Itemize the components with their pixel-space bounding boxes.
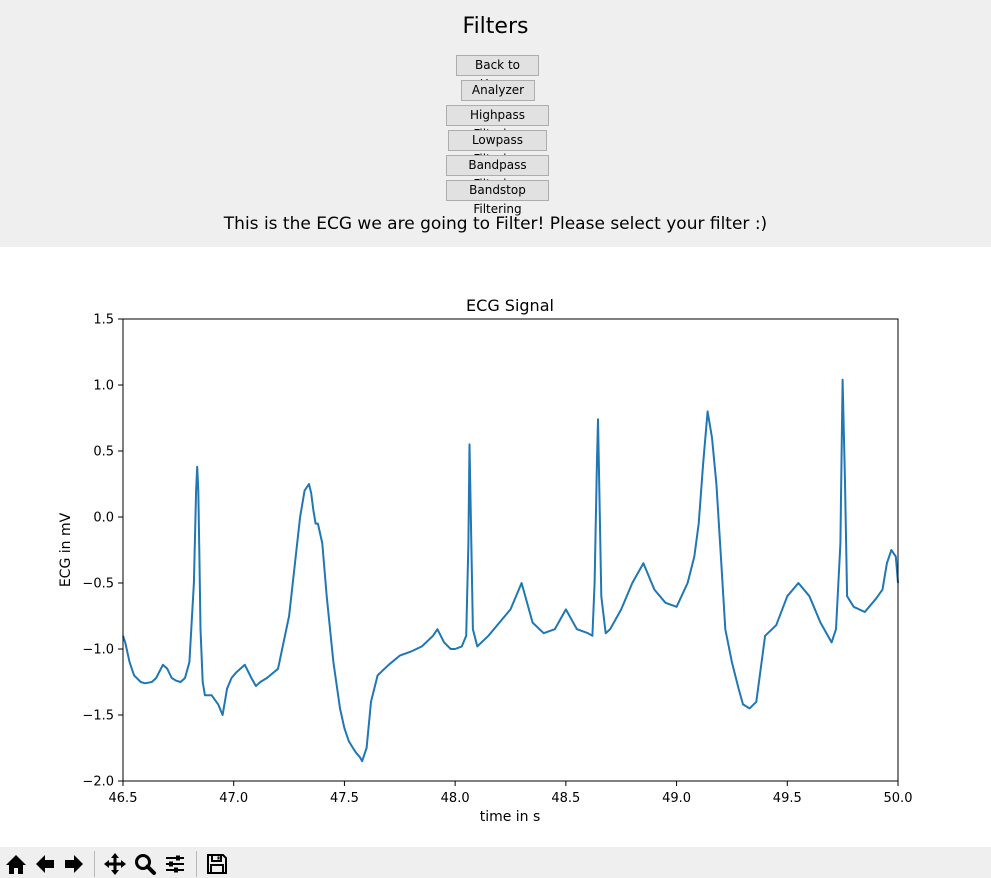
x-tick-label: 46.5 (109, 791, 138, 806)
analyzer-button[interactable]: Analyzer (461, 80, 535, 101)
x-tick-label: 47.0 (219, 791, 248, 806)
x-axis-label: time in s (480, 809, 541, 825)
back-arrow-icon (36, 855, 54, 873)
y-tick-label: −2.0 (82, 775, 114, 790)
ecg-signal-line (122, 378, 899, 763)
pan-icon (104, 853, 126, 875)
x-tick-label: 49.5 (773, 791, 802, 806)
header-panel: Filters Back to Home Analyzer Highpass F… (0, 0, 991, 247)
home-icon (6, 855, 26, 874)
configure-subplots-icon (166, 855, 184, 873)
y-tick-label: −1.5 (82, 709, 114, 724)
x-tick-label: 47.5 (330, 791, 359, 806)
back-button[interactable] (31, 850, 59, 878)
y-axis: 1.5 1.0 0.5 0.0 −0.5 −1.0 −1.5 −2.0 (82, 313, 123, 790)
bandstop-filtering-button[interactable]: Bandstop Filtering (446, 180, 549, 216)
chart-title: ECG Signal (466, 296, 554, 315)
forward-arrow-icon (65, 855, 83, 873)
plot-frame (122, 318, 899, 782)
highpass-filtering-button[interactable]: Highpass Filtering (446, 105, 549, 141)
y-tick-label: −0.5 (82, 577, 114, 592)
save-button[interactable] (203, 850, 231, 878)
pan-button[interactable] (101, 850, 129, 878)
x-tick-label: 50.0 (884, 791, 913, 806)
back-to-home-button[interactable]: Back to Home (456, 55, 539, 91)
ecg-chart[interactable]: ECG Signal 46.5 47.0 47.5 48.0 48.5 49.0 49.5 5… (0, 247, 991, 847)
save-icon (207, 854, 227, 874)
forward-button[interactable] (60, 850, 88, 878)
zoom-button[interactable] (131, 850, 159, 878)
x-axis: 46.5 47.0 47.5 48.0 48.5 49.0 49.5 50.0 (109, 781, 913, 806)
toolbar-separator (196, 851, 197, 877)
bandpass-filtering-button[interactable]: Bandpass Filtering (446, 155, 549, 191)
zoom-icon (135, 854, 156, 875)
y-tick-label: 1.5 (93, 313, 114, 328)
x-tick-label: 48.0 (441, 791, 470, 806)
home-button[interactable] (2, 850, 30, 878)
instruction-message: This is the ECG we are going to Filter! … (223, 214, 768, 234)
y-axis-label: ECG in mV (58, 512, 74, 587)
page-title: Filters (462, 14, 529, 39)
y-tick-label: 0.5 (93, 445, 114, 460)
toolbar-separator (94, 851, 95, 877)
y-tick-label: 1.0 (93, 379, 114, 394)
y-tick-label: −1.0 (82, 643, 114, 658)
x-tick-label: 48.5 (551, 791, 580, 806)
y-tick-label: 0.0 (93, 511, 114, 526)
navigation-toolbar (0, 847, 991, 878)
configure-subplots-button[interactable] (161, 850, 189, 878)
lowpass-filtering-button[interactable]: Lowpass Filtering (448, 130, 547, 166)
x-tick-label: 49.0 (662, 791, 691, 806)
